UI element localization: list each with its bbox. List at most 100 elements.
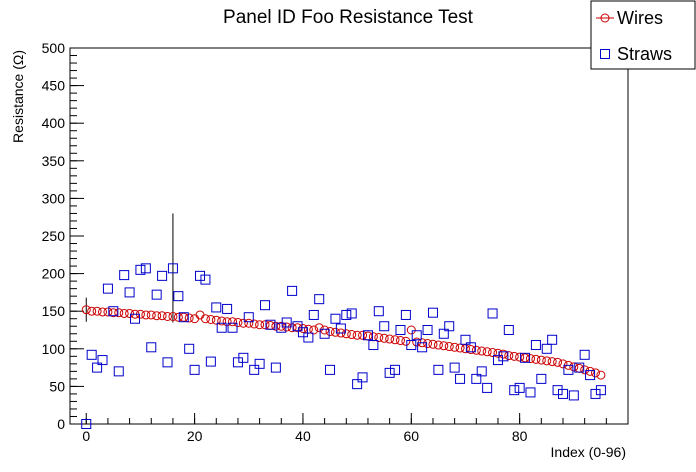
straws-point xyxy=(265,319,276,330)
straws-point xyxy=(195,270,206,281)
straws-point xyxy=(590,388,601,399)
straws-point xyxy=(541,343,552,354)
straws-point xyxy=(238,352,249,363)
straws-point xyxy=(514,382,525,393)
straws-point xyxy=(162,357,173,368)
straws-point xyxy=(297,327,308,338)
straws-point xyxy=(81,419,92,429)
legend-box xyxy=(590,0,696,70)
straws-point xyxy=(92,362,103,373)
straws-point xyxy=(552,385,563,396)
wires-point xyxy=(228,317,238,327)
wires-point xyxy=(233,317,243,327)
wires-point xyxy=(152,311,162,321)
straws-point xyxy=(455,373,466,384)
y-tick-label: 50 xyxy=(49,378,65,394)
x-tick-label: 0 xyxy=(82,428,90,444)
wires-point xyxy=(531,354,541,364)
straws-point xyxy=(595,385,606,396)
x-tick-label: 40 xyxy=(295,428,311,444)
wires-point xyxy=(553,357,563,367)
straws-point xyxy=(438,328,449,339)
straws-point xyxy=(119,270,130,281)
straws-point xyxy=(314,294,325,305)
wires-point xyxy=(488,348,498,358)
straws-point xyxy=(498,351,509,362)
wires-point xyxy=(157,311,167,321)
axis-ticks xyxy=(70,47,629,425)
wires-point xyxy=(379,333,389,343)
straws-point xyxy=(476,366,487,377)
y-tick-label: 400 xyxy=(42,115,66,131)
straws-point xyxy=(222,303,233,314)
straws-point xyxy=(563,364,574,375)
wires-point xyxy=(217,316,227,326)
straws-point xyxy=(509,385,520,396)
wires-point xyxy=(471,345,481,355)
legend: Wires Straws xyxy=(590,0,696,70)
straws-point xyxy=(157,270,168,281)
wires-point xyxy=(103,307,113,317)
straws-point xyxy=(308,309,319,320)
x-tick-label: 20 xyxy=(187,428,203,444)
straws-point xyxy=(422,325,433,335)
wires-point xyxy=(92,306,102,316)
wires-point xyxy=(401,336,411,346)
straws-point xyxy=(303,332,314,343)
wires-point xyxy=(87,306,97,316)
wires-point xyxy=(433,340,443,350)
straws-point xyxy=(243,312,254,323)
straws-point xyxy=(287,285,298,296)
wires-point xyxy=(325,327,335,337)
straws-point xyxy=(341,309,352,320)
wires-point xyxy=(330,327,340,337)
wires-point xyxy=(542,356,552,366)
legend-entry-wires: Wires xyxy=(596,8,663,28)
wires-point xyxy=(114,308,124,318)
straws-point xyxy=(254,358,265,369)
straws-point xyxy=(249,364,260,375)
y-tick-label: 0 xyxy=(57,416,65,432)
wires-point xyxy=(590,368,600,378)
wires-point xyxy=(206,314,216,324)
tick-labels: 0 50 100 150 200 250 300 350 400 450 500 0 20 40 60 80 xyxy=(42,40,528,444)
straws-point xyxy=(205,356,216,367)
straws-point xyxy=(102,283,113,294)
wires-point xyxy=(460,344,470,354)
straws-point xyxy=(585,370,596,381)
wires-point xyxy=(385,334,395,344)
series-wires xyxy=(81,305,606,380)
straws-point xyxy=(525,387,536,398)
wires-point xyxy=(314,323,324,333)
y-tick-label: 300 xyxy=(42,190,66,206)
wires-point xyxy=(428,339,438,349)
legend-label: Wires xyxy=(617,8,663,28)
straws-point xyxy=(482,382,493,393)
wires-point xyxy=(244,318,254,328)
straws-point xyxy=(173,291,184,302)
straws-point xyxy=(433,364,444,375)
wires-point xyxy=(444,342,454,352)
straws-point xyxy=(568,390,579,401)
wires-point xyxy=(163,311,173,321)
y-tick-label: 450 xyxy=(42,78,66,94)
straws-point xyxy=(189,364,200,375)
wires-point xyxy=(536,355,546,365)
wires-point xyxy=(119,308,129,318)
straws-point xyxy=(346,308,357,319)
straws-point xyxy=(362,330,373,341)
data-series xyxy=(81,263,606,429)
straws-point xyxy=(390,364,401,375)
wires-point xyxy=(287,323,297,333)
straws-point xyxy=(406,340,417,351)
error-bars xyxy=(85,213,174,323)
wires-point xyxy=(439,341,449,351)
wires-point xyxy=(569,362,579,372)
straws-point xyxy=(579,349,590,360)
wires-point xyxy=(423,339,433,349)
wires-point xyxy=(455,343,465,353)
straws-point xyxy=(130,313,141,324)
straws-point xyxy=(379,321,390,332)
wires-point xyxy=(493,348,503,358)
straws-point xyxy=(444,321,455,332)
